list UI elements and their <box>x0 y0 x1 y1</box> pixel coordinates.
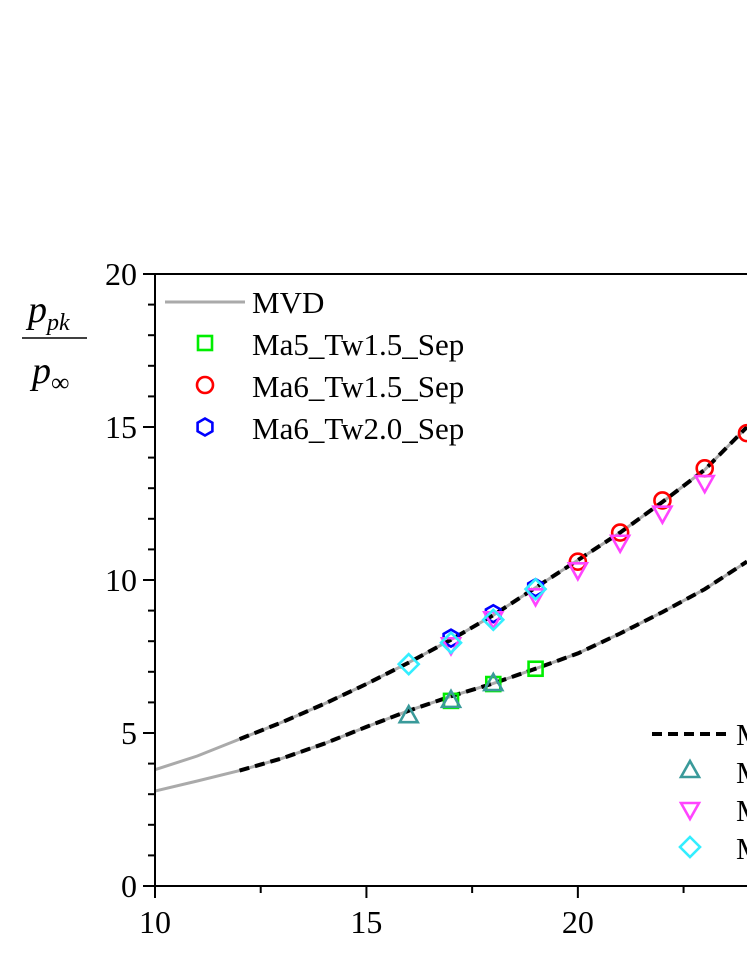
triangle-up-marker <box>439 688 463 709</box>
data-markers <box>396 423 747 724</box>
diamond-marker <box>481 607 506 632</box>
dashed-curve <box>238 425 747 741</box>
ylabel-denominator: p∞ <box>29 350 70 397</box>
legend-label: Ma6_Tw2.0_Sep <box>252 411 464 446</box>
legend-diamond-sample <box>678 835 702 859</box>
legend-label: Ma5_Tw1.5_Sep <box>252 327 464 362</box>
x-tick-label: 15 <box>350 904 382 940</box>
legend-triangle-down-sample <box>678 801 702 822</box>
legend-label: Ma6_Tw1.5_Sep <box>252 369 464 404</box>
triangle-down-marker <box>439 636 463 657</box>
hexagon-marker <box>442 628 460 649</box>
triangle-down-marker <box>482 610 505 631</box>
diamond-marker <box>396 652 421 676</box>
legend-circle-sample <box>195 375 215 395</box>
diamond-marker <box>439 630 463 655</box>
legend-label: MVD <box>252 285 324 320</box>
triangle-down-marker <box>524 587 547 608</box>
diamond-marker <box>523 577 548 602</box>
y-tick-label: 15 <box>105 409 137 445</box>
legend-triangle-up-sample <box>678 758 702 779</box>
mvd-curve <box>154 560 747 793</box>
legend-label: M <box>736 755 747 790</box>
legend-label: M <box>736 831 747 866</box>
legend-label: M <box>736 793 747 828</box>
x-tick-label: 10 <box>139 904 171 940</box>
square-marker <box>527 660 544 678</box>
x-tick-label: 20 <box>562 904 594 940</box>
triangle-up-marker <box>397 703 420 724</box>
legend-left: MVD Ma5_Tw1.5_Sep Ma6_Tw1.5_Sep Ma6_Tw2.0_S… <box>165 285 464 446</box>
dashed-curve <box>239 559 747 773</box>
legend-right: MMMM <box>652 717 747 866</box>
y-axis-label: ppk p∞ <box>22 289 87 397</box>
mvd-curve <box>154 425 747 772</box>
circle-marker <box>653 491 672 510</box>
legend-label: M <box>736 717 747 752</box>
circle-marker <box>737 423 747 443</box>
triangle-down-marker <box>608 534 632 555</box>
triangle-up-marker <box>482 671 505 692</box>
y-tick-label: 0 <box>121 868 137 904</box>
hexagon-marker <box>484 603 502 624</box>
y-tick-label: 5 <box>121 715 137 751</box>
triangle-down-marker <box>566 561 590 582</box>
hexagon-marker <box>526 577 545 598</box>
circle-marker <box>610 523 630 542</box>
curves <box>154 425 747 793</box>
ylabel-numerator: ppk <box>25 289 70 336</box>
triangle-down-marker <box>651 505 674 526</box>
y-tick-label: 20 <box>105 256 137 292</box>
legend-hexagon-sample <box>196 416 214 437</box>
triangle-down-marker <box>693 474 716 495</box>
legend-square-sample <box>196 334 214 352</box>
axes: 0 5 10 15 20 10 15 20 <box>105 256 747 940</box>
y-tick-label: 10 <box>105 562 137 598</box>
circle-marker <box>568 552 588 571</box>
